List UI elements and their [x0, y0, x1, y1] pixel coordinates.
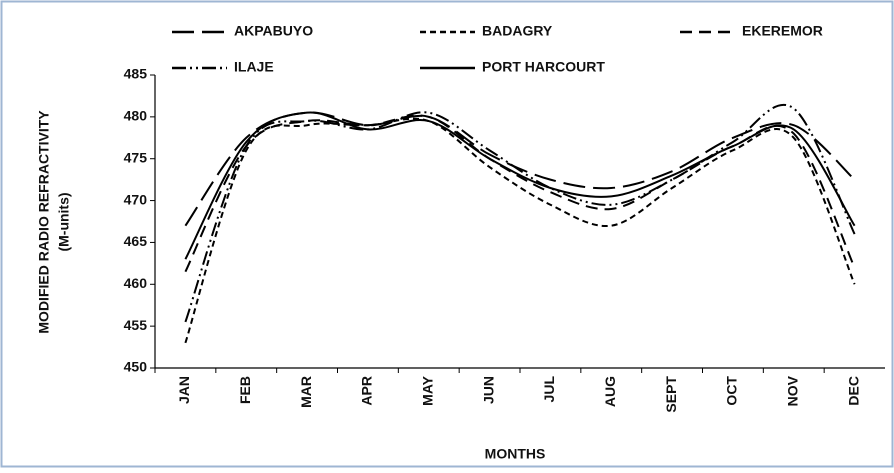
legend-label: EKEREMOR [742, 23, 823, 39]
x-tick-label: APR [359, 376, 375, 406]
legend-label: AKPABUYO [234, 23, 313, 39]
x-tick-label: MAR [298, 376, 314, 408]
x-tick-label: JUL [541, 376, 557, 403]
x-tick-label: NOV [784, 375, 800, 406]
y-tick-label: 475 [124, 149, 148, 165]
x-tick-label: JUN [480, 376, 496, 404]
x-tick-label: MAY [419, 375, 435, 405]
series-line [184, 111, 856, 260]
y-axis-title: (M-units) [56, 192, 72, 251]
x-tick-label: DEC [845, 376, 861, 406]
x-tick-label: OCT [724, 376, 740, 406]
series-line [184, 117, 856, 344]
x-tick-label: SEPT [663, 376, 679, 413]
y-axis-title: MODIFIED RADIO REFRACTIVITY [36, 110, 52, 334]
y-tick-label: 480 [124, 108, 148, 124]
y-tick-label: 470 [124, 191, 148, 207]
x-tick-label: FEB [237, 376, 253, 404]
legend-label: BADAGRY [482, 23, 553, 39]
x-tick-label: JAN [176, 376, 192, 404]
y-tick-label: 465 [124, 233, 148, 249]
y-tick-label: 450 [124, 359, 148, 375]
y-tick-label: 485 [124, 66, 148, 82]
series-line [184, 103, 856, 323]
x-axis-title: MONTHS [485, 446, 546, 462]
y-tick-label: 455 [124, 317, 148, 333]
y-tick-label: 460 [124, 275, 148, 291]
x-tick-label: AUG [602, 376, 618, 407]
legend-label: ILAJE [234, 59, 274, 75]
legend-label: PORT HARCOURT [482, 59, 605, 75]
